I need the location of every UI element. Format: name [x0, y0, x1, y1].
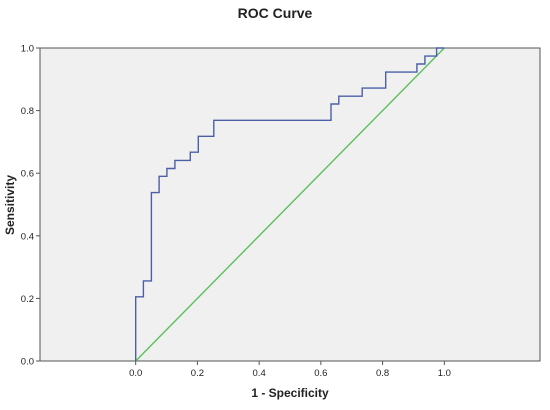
x-tick-label: 1.0 [438, 368, 451, 379]
reference-diagonal-line [135, 47, 445, 362]
y-tick-label: 1.0 [21, 44, 34, 55]
x-tick-label: 0.0 [129, 368, 142, 379]
y-tick-label: 0.0 [21, 357, 34, 368]
axes-layer: 0.0 0.2 0.4 0.6 0.8 1.0 0.0 0.2 0.4 0.6 0.8 1.0 [21, 44, 451, 380]
y-tick-label: 0.2 [21, 294, 34, 305]
y-tick-label: 0.6 [21, 169, 34, 180]
x-tick-label: 0.8 [376, 368, 389, 379]
x-axis-label: 1 - Specificity [251, 386, 329, 400]
x-tick-label: 0.6 [314, 368, 327, 379]
x-tick-label: 0.2 [191, 368, 204, 379]
chart-title: ROC Curve [238, 5, 313, 21]
roc-curve-line [134, 47, 445, 361]
series-layer [134, 47, 445, 362]
x-tick-label: 0.4 [253, 368, 266, 379]
y-tick-label: 0.8 [21, 106, 34, 117]
y-axis-label: Sensitivity [3, 175, 17, 235]
y-tick-label: 0.4 [21, 231, 34, 242]
